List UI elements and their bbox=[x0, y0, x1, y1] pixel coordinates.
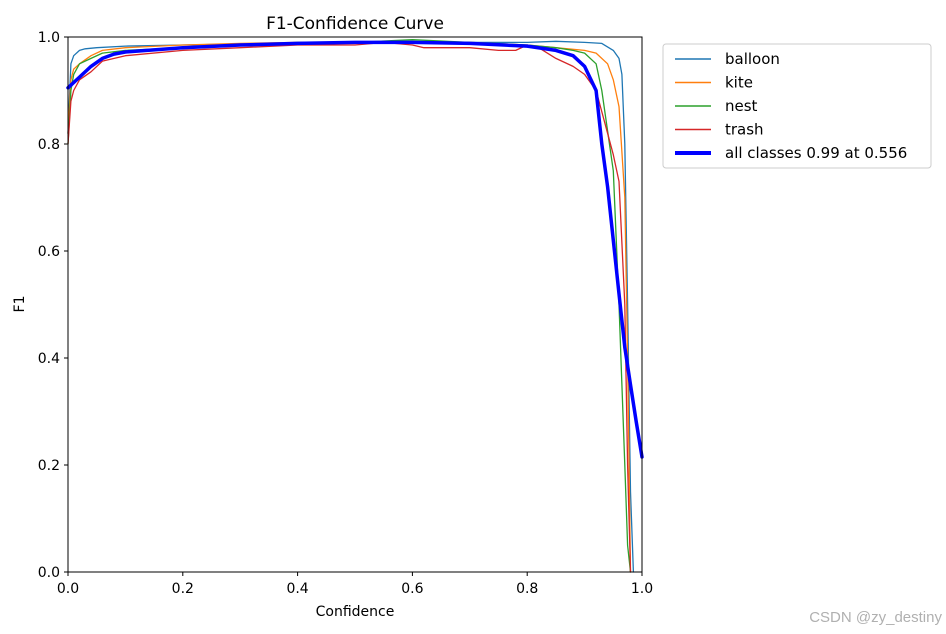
legend-box bbox=[662, 43, 932, 169]
legend-label: all classes 0.99 at 0.556 bbox=[725, 144, 907, 162]
x-tick-label: 0.2 bbox=[172, 581, 194, 597]
plot-frame bbox=[67, 36, 643, 573]
series-lines bbox=[66, 39, 644, 573]
series-line-kite bbox=[67, 41, 632, 573]
axis-ticks: 0.0 0.2 0.4 0.6 0.8 1.0 0.0 0.2 0.4 0.6 0.8 1.0 bbox=[38, 30, 653, 597]
y-tick-label: 0.0 bbox=[38, 565, 60, 581]
y-tick-label: 0.4 bbox=[38, 351, 60, 367]
legend-label: trash bbox=[725, 121, 764, 139]
chart-title: F1-Confidence Curve bbox=[266, 14, 444, 34]
x-tick-label: 0.0 bbox=[57, 581, 79, 597]
y-tick-label: 1.0 bbox=[38, 30, 60, 46]
x-tick-label: 0.8 bbox=[516, 581, 538, 597]
series-line-all-classes bbox=[66, 40, 644, 459]
series-line-nest bbox=[67, 39, 632, 573]
y-axis-label: F1 bbox=[12, 296, 28, 313]
series-line-trash bbox=[67, 41, 632, 573]
legend: balloon kite nest trash all classes 0.99 at … bbox=[662, 43, 932, 169]
y-tick-label: 0.8 bbox=[38, 137, 60, 153]
y-tick-label: 0.6 bbox=[38, 244, 60, 260]
series-line-balloon bbox=[67, 40, 635, 573]
x-tick-label: 0.6 bbox=[401, 581, 423, 597]
x-axis-label: Confidence bbox=[316, 604, 395, 620]
x-tick-label: 0.4 bbox=[286, 581, 308, 597]
x-tick-label: 1.0 bbox=[631, 581, 653, 597]
legend-label: nest bbox=[725, 97, 758, 115]
y-tick-label: 0.2 bbox=[38, 458, 60, 474]
legend-label: balloon bbox=[725, 50, 780, 68]
watermark: CSDN @zy_destiny bbox=[809, 609, 942, 626]
legend-label: kite bbox=[725, 74, 753, 92]
